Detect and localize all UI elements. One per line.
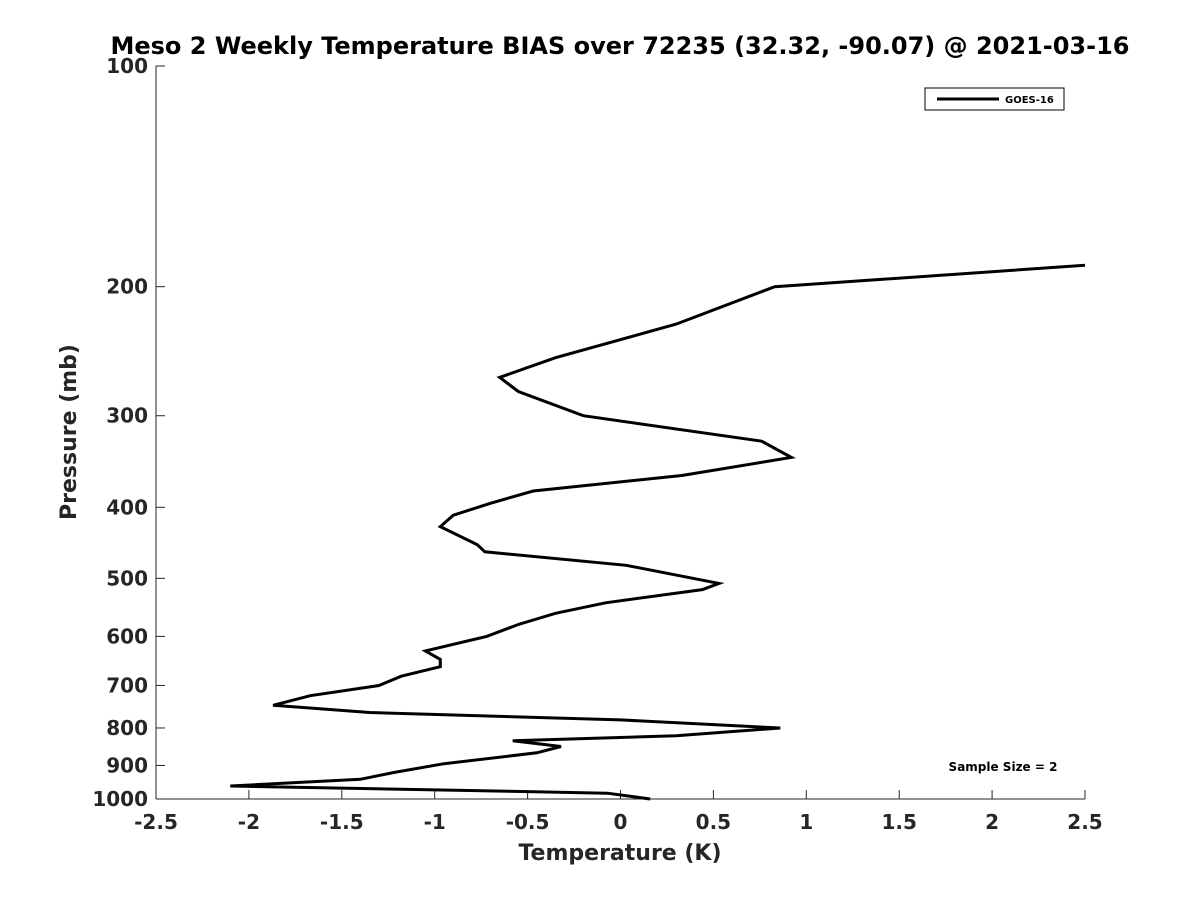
x-ticks: -2.5 -2 -1.5 -1 -0.5 0 0.5 1 1.5 2 2.5 (134, 790, 1103, 834)
x-tick-label: 1.5 (881, 810, 916, 834)
x-tick-label: -2 (238, 810, 260, 834)
y-ticks: 100 200 300 400 500 600 700 800 900 1000 (92, 54, 165, 811)
x-tick-label: 0 (614, 810, 628, 834)
y-tick-label: 900 (106, 753, 148, 777)
x-tick-label: 2.5 (1067, 810, 1102, 834)
y-tick-label: 300 (106, 404, 148, 428)
series-line-goes-16 (230, 263, 1086, 801)
x-tick-label: -0.5 (506, 810, 550, 834)
y-tick-label: 100 (106, 54, 148, 78)
chart-title: Meso 2 Weekly Temperature BIAS over 7223… (110, 32, 1129, 60)
x-tick-label: -1.5 (320, 810, 364, 834)
y-tick-label: 500 (106, 566, 148, 590)
x-tick-label: -2.5 (134, 810, 178, 834)
x-tick-label: -1 (424, 810, 446, 834)
x-axis-label: Temperature (K) (518, 841, 721, 866)
x-tick-label: 1 (799, 810, 813, 834)
y-tick-label: 600 (106, 624, 148, 648)
series-layer (230, 263, 1086, 801)
y-tick-label: 400 (106, 495, 148, 519)
y-tick-label: 200 (106, 275, 148, 299)
x-tick-label: 2 (985, 810, 999, 834)
y-tick-label: 800 (106, 716, 148, 740)
y-tick-label: 1000 (92, 787, 148, 811)
y-axis-label: Pressure (mb) (57, 344, 82, 520)
y-tick-label: 700 (106, 673, 148, 697)
legend-entry-goes-16: GOES-16 (1005, 95, 1054, 106)
legend: GOES-16 (924, 87, 1065, 111)
x-tick-label: 0.5 (696, 810, 731, 834)
sample-size-annotation: Sample Size = 2 (949, 760, 1058, 774)
